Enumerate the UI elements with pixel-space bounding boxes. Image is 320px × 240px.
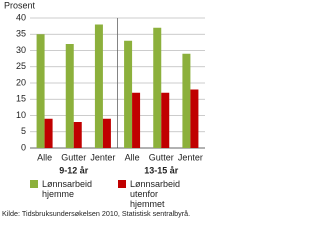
y-tick-label: 10	[16, 110, 26, 120]
y-axis-label: Prosent	[4, 0, 36, 10]
y-tick-label: 20	[16, 77, 26, 87]
x-tick-label: Alle	[37, 152, 52, 162]
group-label: 9-12 år	[59, 165, 89, 175]
source-note: Kilde: Tidsbruksundersøkelsen 2010, Stat…	[2, 209, 191, 218]
y-tick-label: 40	[16, 12, 26, 22]
legend-item: Lønnsarbeid hjemme	[30, 179, 104, 199]
y-tick-label: 15	[16, 94, 26, 104]
bar	[73, 122, 82, 148]
bar	[161, 92, 170, 148]
legend-item: Lønnsarbeid utenfor hjemmet	[118, 179, 192, 209]
page: Prosent 0 5 10 15 20 25 30 35 40 9-12 år 13-15 år A…	[2, 0, 205, 218]
bar	[182, 53, 191, 148]
bar	[124, 40, 133, 148]
bar	[102, 118, 111, 148]
bar	[190, 89, 199, 148]
bar	[36, 34, 45, 148]
bar	[153, 27, 162, 148]
y-tick-label: 25	[16, 61, 26, 71]
group-label: 13-15 år	[144, 165, 179, 175]
bar	[65, 44, 74, 148]
y-tick-label: 30	[16, 45, 26, 55]
bar	[132, 92, 141, 148]
legend-label: Lønnsarbeid hjemme	[42, 179, 93, 199]
y-tick-label: 5	[21, 126, 26, 136]
legend-label: Lønnsarbeid utenfor hjemmet	[130, 179, 181, 209]
x-tick-label: Gutter	[149, 152, 174, 162]
x-tick-label: Alle	[125, 152, 140, 162]
x-tick-label: Gutter	[61, 152, 86, 162]
chart: Prosent 0 5 10 15 20 25 30 35 40 9-12 år 13-15 år A…	[4, 0, 205, 175]
x-tick-label: Jenter	[90, 152, 115, 162]
y-tick-label: 35	[16, 29, 26, 39]
bar	[94, 24, 103, 148]
x-tick-label: Jenter	[178, 152, 203, 162]
y-tick-label: 0	[21, 142, 26, 152]
legend-swatch	[30, 180, 38, 188]
legend-swatch	[118, 180, 126, 188]
bar	[44, 118, 53, 148]
